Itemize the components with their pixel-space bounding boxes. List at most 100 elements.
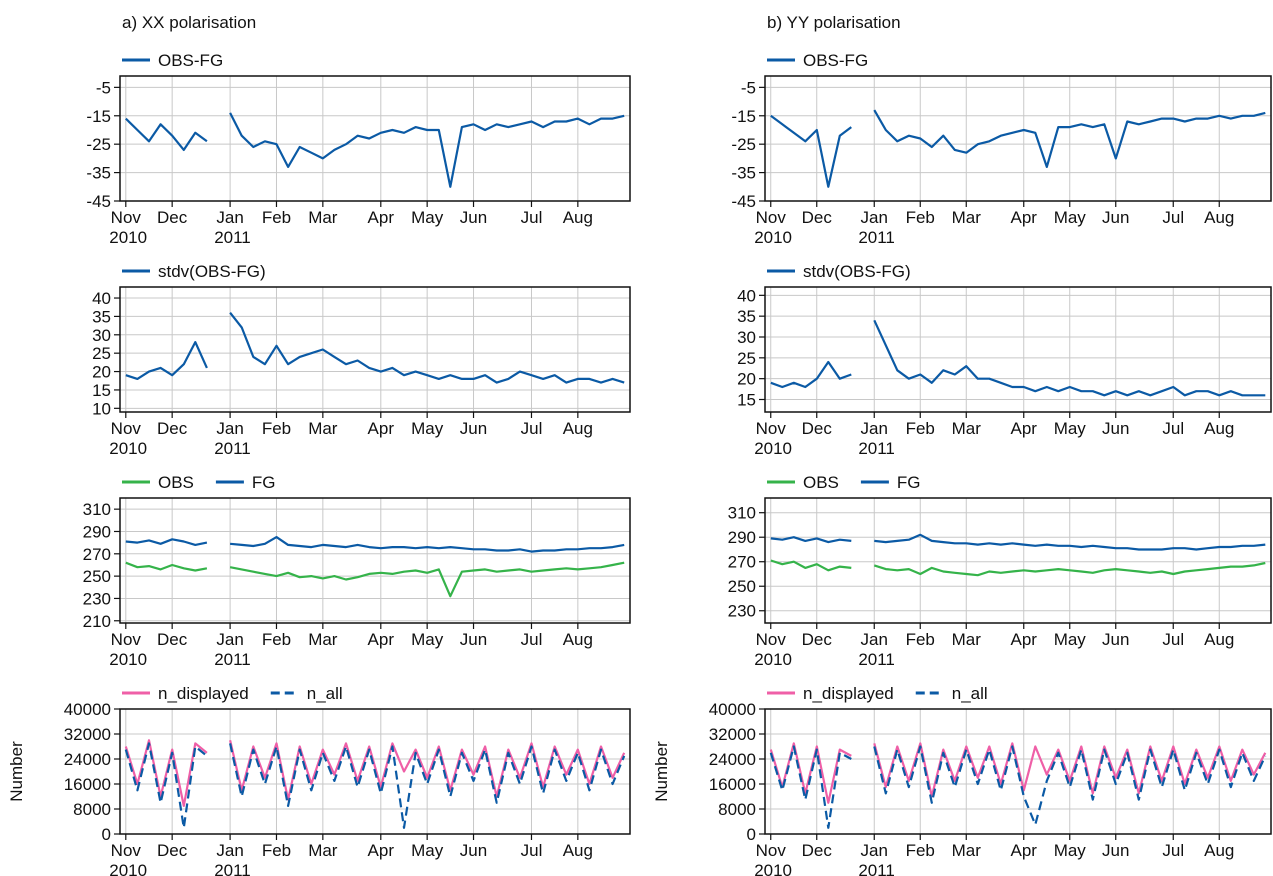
plot-frame — [764, 286, 1272, 413]
y-tick-label: -5 — [96, 78, 111, 97]
x-tick-label: Feb — [262, 841, 291, 860]
x-tick-label: May — [1054, 419, 1087, 438]
x-tick-label: Mar — [308, 208, 338, 227]
x-tick-label: Jun — [1102, 419, 1129, 438]
y-tick-label: 20 — [92, 363, 111, 382]
y-tick-label: 30 — [737, 328, 756, 347]
x-tick-label: Feb — [906, 841, 935, 860]
y-tick-label: -35 — [86, 164, 111, 183]
x-tick-label: Nov 2010 — [105, 208, 148, 247]
x-tick-label: Aug — [563, 419, 593, 438]
x-tick-label: Jun — [460, 630, 487, 649]
x-tick-label: Nov 2010 — [749, 841, 792, 876]
y-tick-label: 24000 — [64, 750, 111, 769]
y-tick-label: 32000 — [64, 725, 111, 744]
x-tick-label: Nov 2010 — [749, 419, 792, 458]
y-tick-label: 270 — [83, 545, 111, 564]
legend-label: n_all — [307, 684, 343, 703]
data-line — [125, 536, 625, 553]
x-tick-label: Aug — [1204, 630, 1234, 649]
y-tick-label: -15 — [731, 107, 756, 126]
x-tick-label: Jul — [1162, 419, 1184, 438]
data-line — [770, 109, 1266, 188]
legend-label: FG — [252, 473, 276, 492]
x-tick-label: Jun — [1102, 630, 1129, 649]
y-tick-label: -5 — [741, 78, 756, 97]
plot-frame — [119, 286, 631, 413]
x-tick-label: Jul — [1162, 841, 1184, 860]
y-tick-label: 25 — [737, 349, 756, 368]
y-tick-label: 40000 — [64, 700, 111, 719]
data-line — [125, 112, 625, 188]
y-tick-label: 32000 — [709, 725, 756, 744]
x-tick-label: Aug — [1204, 419, 1234, 438]
x-tick-label: Jun — [460, 208, 487, 227]
x-tick-label: Aug — [1204, 841, 1234, 860]
y-tick-label: 250 — [728, 577, 756, 596]
legend-label: OBS-FG — [158, 51, 223, 70]
x-tick-label: Jun — [1102, 841, 1129, 860]
x-tick-label: Aug — [1204, 208, 1234, 227]
x-tick-label: Feb — [262, 208, 291, 227]
y-tick-label: 230 — [728, 602, 756, 621]
y-tick-label: 250 — [83, 567, 111, 586]
y-tick-label: 30 — [92, 326, 111, 345]
x-tick-label: Jul — [521, 630, 543, 649]
y-tick-label: 8000 — [718, 800, 756, 819]
x-tick-label: Dec — [157, 841, 188, 860]
x-tick-label: Jul — [1162, 208, 1184, 227]
legend-label: n_all — [952, 684, 988, 703]
y-axis-label: Number — [7, 741, 26, 802]
y-tick-label: -25 — [731, 135, 756, 154]
x-tick-label: Mar — [952, 630, 982, 649]
y-tick-label: 20 — [737, 370, 756, 389]
data-line — [770, 319, 1266, 397]
x-tick-label: Apr — [1011, 419, 1038, 438]
y-tick-label: 290 — [83, 522, 111, 541]
x-tick-label: Nov 2010 — [105, 841, 148, 876]
x-tick-label: Dec — [802, 208, 833, 227]
x-tick-label: Aug — [563, 630, 593, 649]
x-tick-label: Mar — [952, 208, 982, 227]
x-tick-label: Nov 2010 — [105, 419, 148, 458]
x-tick-label: Jan 2011 — [854, 841, 895, 876]
x-tick-label: Jul — [521, 841, 543, 860]
x-tick-label: Apr — [368, 841, 395, 860]
x-tick-label: Apr — [1011, 841, 1038, 860]
x-tick-label: Feb — [906, 630, 935, 649]
x-tick-label: Jan 2011 — [854, 419, 895, 458]
x-tick-label: Mar — [952, 841, 982, 860]
y-tick-label: 25 — [92, 344, 111, 363]
data-line — [124, 742, 626, 829]
x-tick-label: Feb — [906, 419, 935, 438]
x-tick-label: May — [411, 630, 444, 649]
legend-label: n_displayed — [158, 684, 249, 703]
y-tick-label: 10 — [92, 399, 111, 418]
data-line — [769, 745, 1267, 829]
legend-label: stdv(OBS-FG) — [158, 262, 266, 281]
x-tick-label: Feb — [906, 208, 935, 227]
x-tick-label: Dec — [802, 630, 833, 649]
x-tick-label: Feb — [262, 419, 291, 438]
x-tick-label: Mar — [952, 419, 982, 438]
x-tick-label: May — [1054, 841, 1087, 860]
x-tick-label: Aug — [563, 208, 593, 227]
x-tick-label: Jan 2011 — [209, 630, 250, 669]
x-tick-label: Jul — [521, 419, 543, 438]
y-tick-label: 35 — [92, 307, 111, 326]
plot-frame — [119, 497, 631, 624]
x-tick-label: Dec — [157, 208, 188, 227]
y-tick-label: 230 — [83, 589, 111, 608]
x-tick-label: Apr — [1011, 208, 1038, 227]
y-tick-label: 270 — [728, 553, 756, 572]
y-tick-label: 310 — [83, 500, 111, 519]
data-line — [770, 533, 1266, 551]
x-tick-label: Nov 2010 — [749, 208, 792, 247]
y-tick-label: 35 — [737, 307, 756, 326]
y-axis-label: Number — [652, 741, 671, 802]
data-line — [125, 312, 625, 384]
x-tick-label: Dec — [157, 419, 188, 438]
x-tick-label: Mar — [308, 419, 338, 438]
x-tick-label: Apr — [1011, 630, 1038, 649]
